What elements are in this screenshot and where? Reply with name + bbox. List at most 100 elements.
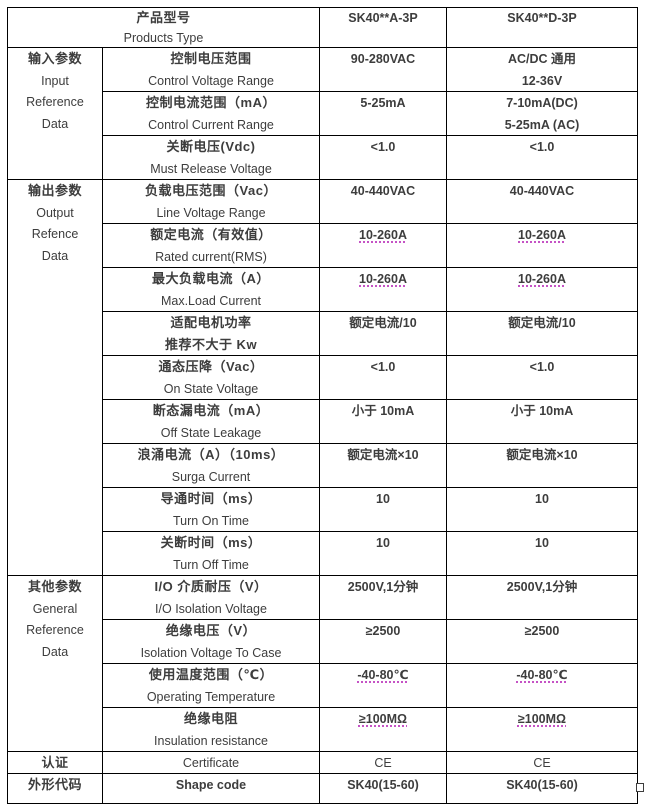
value-cell-a: 90-280VAC	[319, 47, 447, 92]
table-row: 适配电机功率 推荐不大于 Kw 额定电流/10 额定电流/10	[8, 311, 638, 356]
value-a: 2500V,1分钟	[347, 580, 419, 594]
group-label-zh: 输出参数	[27, 183, 82, 198]
table-row: 绝缘电阻 Insulation resistance ≥100MΩ ≥100MΩ	[8, 707, 638, 752]
param-cell: 绝缘电阻 Insulation resistance	[102, 707, 320, 752]
group-label-zh: 输入参数	[27, 51, 82, 66]
param-name-zh: 使用温度范围（℃）	[148, 667, 274, 682]
value-a: 小于 10mA	[351, 404, 415, 418]
param-name-en: Certificate	[182, 756, 240, 770]
table-row: 外形代码 Shape code SK40(15-60) SK40(15-60)	[7, 773, 638, 804]
group-label-en: Reference	[26, 623, 84, 637]
value-cell-d: <1.0	[446, 135, 638, 180]
value-d: AC/DC 通用	[507, 52, 577, 66]
products-type-header: 产品型号 Products Type	[7, 7, 320, 48]
value-d: 10	[535, 536, 549, 550]
value-a: 额定电流/10	[349, 316, 417, 330]
value-cell-d: ≥100MΩ	[446, 707, 638, 752]
group-label-en: Data	[41, 116, 69, 131]
value-d: <1.0	[529, 140, 555, 154]
value-a: 5-25mA	[360, 96, 406, 110]
param-name-zh: I/O 介质耐压（V）	[154, 579, 268, 594]
table-row: 绝缘电压（V） Isolation Voltage To Case ≥2500 …	[8, 619, 638, 664]
value-d: 10-260A	[518, 228, 566, 242]
param-name-en: Turn On Time	[173, 513, 249, 528]
param-name-en: On State Voltage	[163, 381, 259, 396]
param-name-en: Operating Temperature	[146, 689, 276, 704]
value-cell-a: 小于 10mA	[319, 399, 447, 444]
value-cell-a: 10-260A	[319, 267, 447, 312]
value-cell-d: AC/DC 通用 12-36V	[446, 47, 638, 92]
table-header-row: 产品型号 Products Type SK40**A-3P SK40**D-3P	[7, 7, 638, 48]
param-name-zh: 控制电流范围（mA）	[146, 95, 276, 110]
param-name-en: Control Current Range	[148, 117, 274, 132]
value-a: 90-280VAC	[350, 52, 416, 66]
value-cell-d: 额定电流/10	[446, 311, 638, 356]
value-a: 额定电流×10	[347, 448, 419, 462]
value-cell-d: 小于 10mA	[446, 399, 638, 444]
value-cell-d: -40-80℃	[446, 663, 638, 708]
value-a	[321, 70, 446, 91]
group-cell-general-params: 其他参数 General Reference Data	[7, 575, 103, 752]
param-name-en: Max.Load Current	[160, 293, 262, 308]
table-row: 浪涌电流（A）（10ms） Surga Current 额定电流×10 额定电流…	[8, 443, 638, 488]
param-cell: 浪涌电流（A）（10ms） Surga Current	[102, 443, 320, 488]
model-d-header: SK40**D-3P	[446, 7, 638, 48]
param-name-en: Line Voltage Range	[156, 205, 266, 220]
value-a: <1.0	[370, 360, 396, 374]
param-cell: 关断时间（ms） Turn Off Time	[102, 531, 320, 576]
param-name-en: Shape code	[175, 778, 247, 792]
value-a: SK40(15-60)	[347, 778, 419, 792]
value-cell-d: <1.0	[446, 355, 638, 400]
value-cell-d: 40-440VAC	[446, 179, 638, 224]
table-row: 最大负载电流（A） Max.Load Current 10-260A 10-26…	[8, 267, 638, 312]
param-name-en: Insulation resistance	[154, 733, 268, 748]
value-cell-a: 10	[319, 531, 447, 576]
value-cell-a: ≥100MΩ	[319, 707, 447, 752]
value-d: 额定电流/10	[508, 316, 576, 330]
param-cell: 额定电流（有效值） Rated current(RMS)	[102, 223, 320, 268]
value-d: 12-36V	[521, 73, 563, 88]
group-label-zh: 其他参数	[27, 579, 82, 594]
group-label-en: Output	[36, 205, 74, 220]
value-a: ≥100MΩ	[358, 712, 408, 726]
param-cell: 负载电压范围（Vac） Line Voltage Range	[102, 179, 320, 224]
group-label-en: Data	[41, 644, 69, 659]
param-cell: 适配电机功率 推荐不大于 Kw	[102, 311, 320, 356]
param-name-zh: 关断时间（ms）	[160, 535, 262, 550]
param-name-en: Rated current(RMS)	[155, 249, 267, 264]
table-row: 控制电流范围（mA） Control Current Range 5-25mA …	[8, 91, 638, 136]
value-cell-a: 10	[319, 487, 447, 532]
param-cell: Certificate	[102, 751, 320, 774]
param-name-zh: 推荐不大于 Kw	[164, 336, 258, 352]
group-cell-output-params: 输出参数 Output Refence Data	[7, 179, 103, 576]
param-name-en: Off State Leakage	[160, 425, 262, 440]
value-cell-a: CE	[319, 751, 447, 774]
value-a: <1.0	[370, 140, 396, 154]
value-cell-a: SK40(15-60)	[319, 773, 447, 804]
value-cell-a: 额定电流/10	[319, 311, 447, 356]
value-a: CE	[374, 756, 392, 770]
group-label-zh: 认证	[41, 755, 69, 770]
value-d: -40-80℃	[516, 668, 568, 682]
products-type-zh: 产品型号	[136, 10, 191, 25]
param-cell: 控制电流范围（mA） Control Current Range	[102, 91, 320, 136]
param-name-zh: 断态漏电流（mA）	[152, 403, 270, 418]
table-row: 认证 Certificate CE CE	[7, 751, 638, 774]
param-name-en: Must Release Voltage	[150, 161, 272, 176]
value-cell-a: <1.0	[319, 135, 447, 180]
param-cell: 控制电压范围 Control Voltage Range	[102, 47, 320, 92]
param-name-zh: 适配电机功率	[170, 315, 252, 330]
value-a: 10	[376, 536, 390, 550]
value-cell-a: ≥2500	[319, 619, 447, 664]
value-a: 10-260A	[359, 272, 407, 286]
value-cell-d: 10-260A	[446, 223, 638, 268]
spec-table: 产品型号 Products Type SK40**A-3P SK40**D-3P…	[7, 7, 638, 804]
table-row: 通态压降（Vac） On State Voltage <1.0 <1.0	[8, 355, 638, 400]
value-a: -40-80℃	[357, 668, 409, 682]
group-label-en: Input	[41, 73, 69, 88]
table-row: 关断时间（ms） Turn Off Time 10 10	[8, 531, 638, 576]
table-row: 其他参数 General Reference Data I/O 介质耐压（V） …	[7, 575, 638, 752]
param-name-zh: 最大负载电流（A）	[152, 271, 270, 286]
value-cell-a: 2500V,1分钟	[319, 575, 447, 620]
value-a: ≥2500	[365, 624, 401, 638]
